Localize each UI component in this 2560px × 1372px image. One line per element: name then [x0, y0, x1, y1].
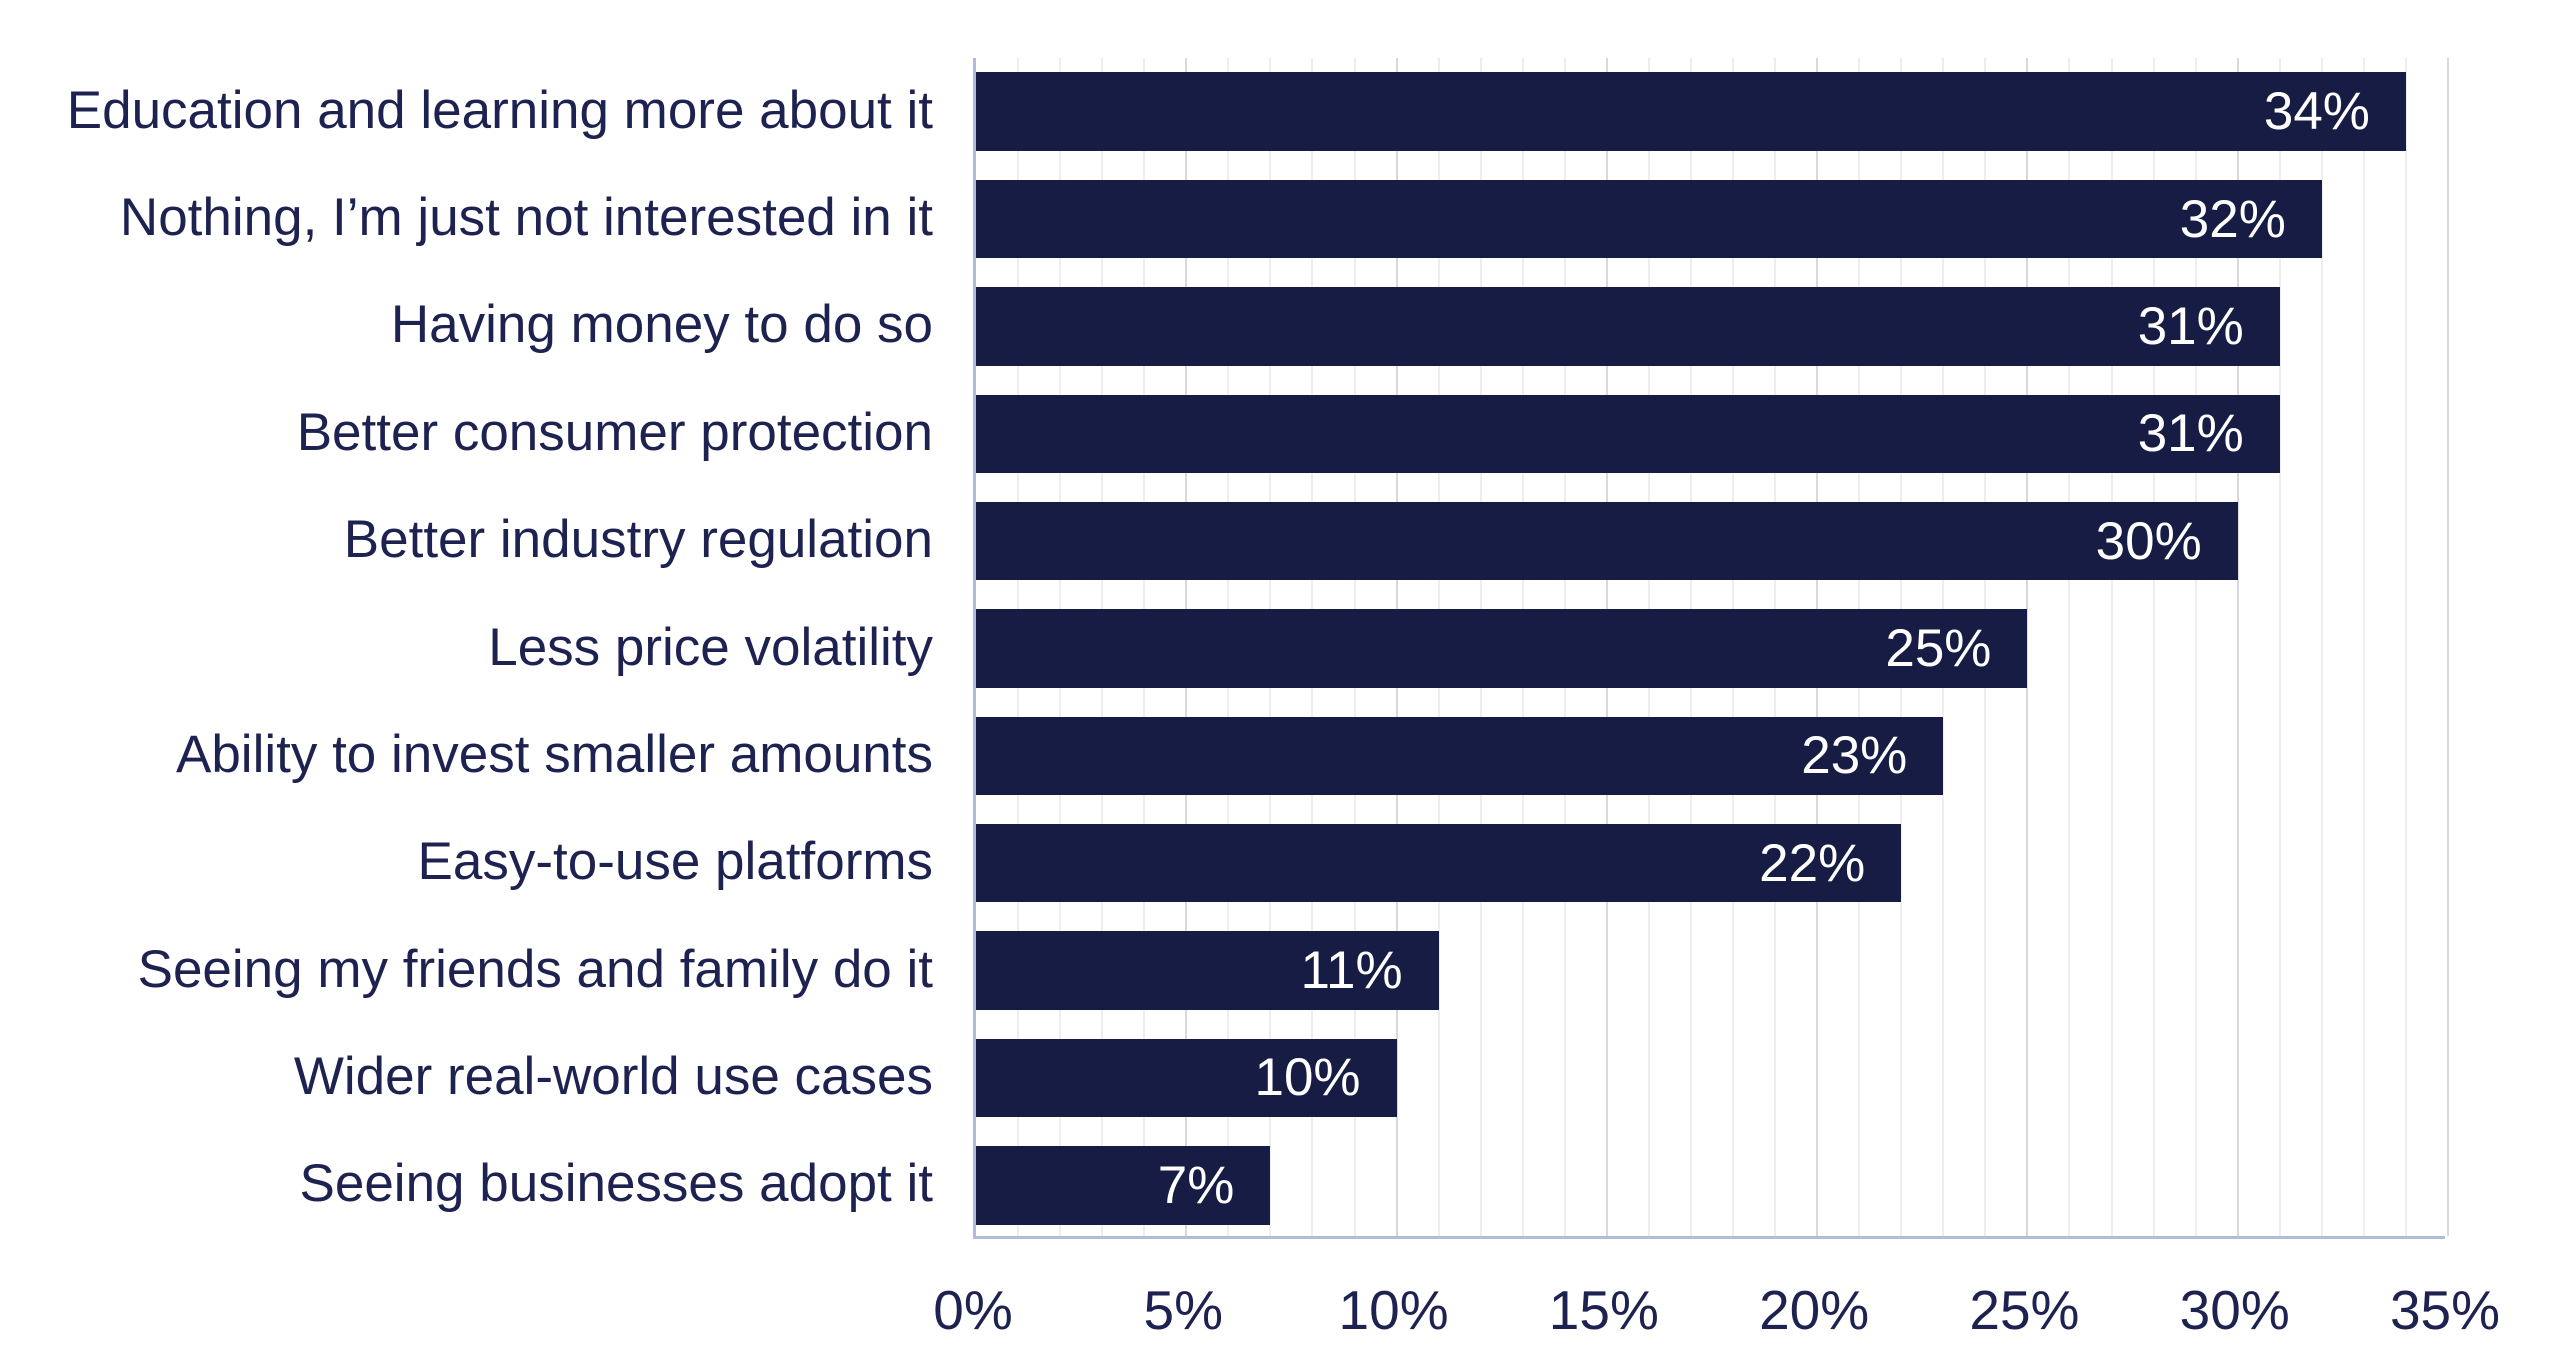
bar-value-label: 23%: [1801, 726, 1908, 786]
x-axis-tick-label: 25%: [1969, 1279, 2080, 1341]
bar: 30%: [976, 501, 2238, 581]
major-gridline: [2236, 58, 2239, 1236]
category-label: Nothing, I’m just not interested in it: [119, 188, 933, 248]
minor-gridline: [2362, 58, 2365, 1236]
bar-value-label: 22%: [1759, 833, 1866, 893]
bar: 31%: [976, 287, 2280, 366]
minor-gridline: [2068, 58, 2071, 1236]
bar: 25%: [976, 609, 2028, 688]
bar: 10%: [976, 1038, 1397, 1118]
minor-gridline: [2404, 58, 2407, 1236]
minor-gridline: [2278, 58, 2281, 1236]
bar: 23%: [976, 716, 1944, 796]
x-axis-tick-label: 10%: [1338, 1279, 1449, 1341]
x-axis-tick-label: 30%: [2179, 1279, 2290, 1341]
category-label: Ability to invest smaller amounts: [175, 724, 933, 784]
x-axis-tick-label: 15%: [1548, 1279, 1659, 1341]
category-label: Better consumer protection: [296, 402, 933, 462]
x-axis-tick-label: 5%: [1143, 1279, 1224, 1341]
minor-gridline: [2152, 58, 2155, 1236]
bar: 7%: [976, 1146, 1271, 1225]
x-axis-tick-label: 20%: [1759, 1279, 1870, 1341]
major-gridline: [2447, 58, 2449, 1236]
category-label: Easy-to-use platforms: [417, 832, 933, 892]
bar: 11%: [976, 931, 1439, 1010]
bar: 31%: [976, 394, 2280, 474]
category-label: Wider real-world use cases: [293, 1046, 933, 1106]
bar-value-label: 31%: [2137, 404, 2244, 464]
bar: 32%: [976, 179, 2322, 259]
bar: 22%: [976, 823, 1902, 903]
minor-gridline: [2110, 58, 2113, 1236]
bar-value-label: 11%: [1300, 941, 1403, 1001]
category-label: Seeing businesses adopt it: [299, 1154, 934, 1214]
bar-value-label: 32%: [2179, 189, 2286, 249]
minor-gridline: [2194, 58, 2197, 1236]
bar-value-label: 34%: [2263, 82, 2370, 142]
category-label: Seeing my friends and family do it: [137, 939, 933, 999]
bar-value-label: 31%: [2137, 296, 2244, 356]
major-gridline: [2026, 58, 2029, 1236]
bar-value-label: 10%: [1254, 1048, 1361, 1108]
category-label: Having money to do so: [390, 295, 933, 355]
minor-gridline: [2320, 58, 2323, 1236]
bar-value-label: 7%: [1157, 1155, 1235, 1215]
category-label: Better industry regulation: [343, 510, 933, 570]
bar-value-label: 30%: [2095, 511, 2202, 571]
x-axis-tick-label: 35%: [2389, 1279, 2501, 1341]
bar: 34%: [976, 72, 2406, 151]
x-axis-tick-label: 0%: [933, 1279, 1013, 1341]
category-label: Education and learning more about it: [66, 80, 933, 140]
bar-value-label: 25%: [1885, 619, 1992, 678]
category-label: Less price volatility: [488, 617, 933, 677]
